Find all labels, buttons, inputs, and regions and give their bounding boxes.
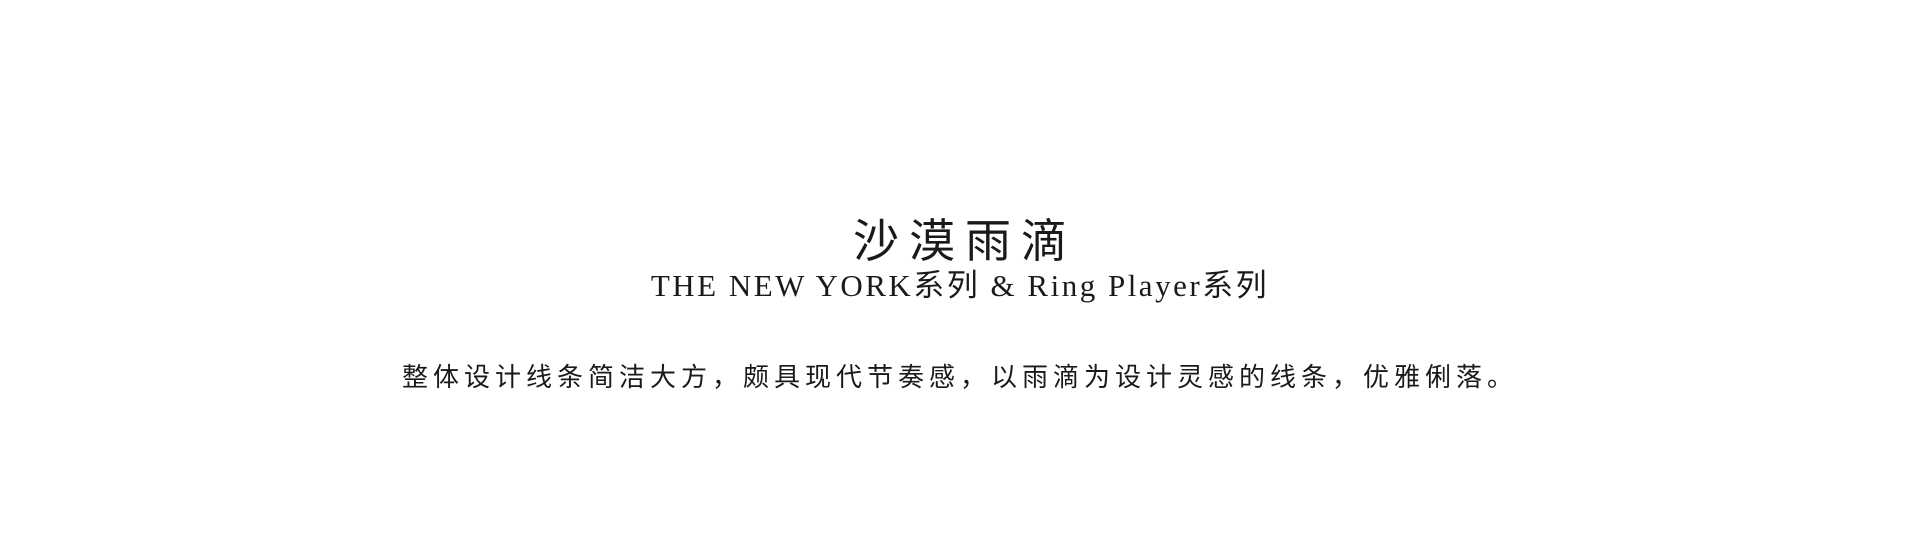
collection-description: 整体设计线条简洁大方，颇具现代节奏感，以雨滴为设计灵感的线条，优雅俐落。 bbox=[401, 363, 1518, 393]
collection-series-subtitle: THE NEW YORK系列 & Ring Player系列 bbox=[650, 268, 1270, 303]
collection-title: 沙漠雨滴 bbox=[853, 213, 1077, 268]
